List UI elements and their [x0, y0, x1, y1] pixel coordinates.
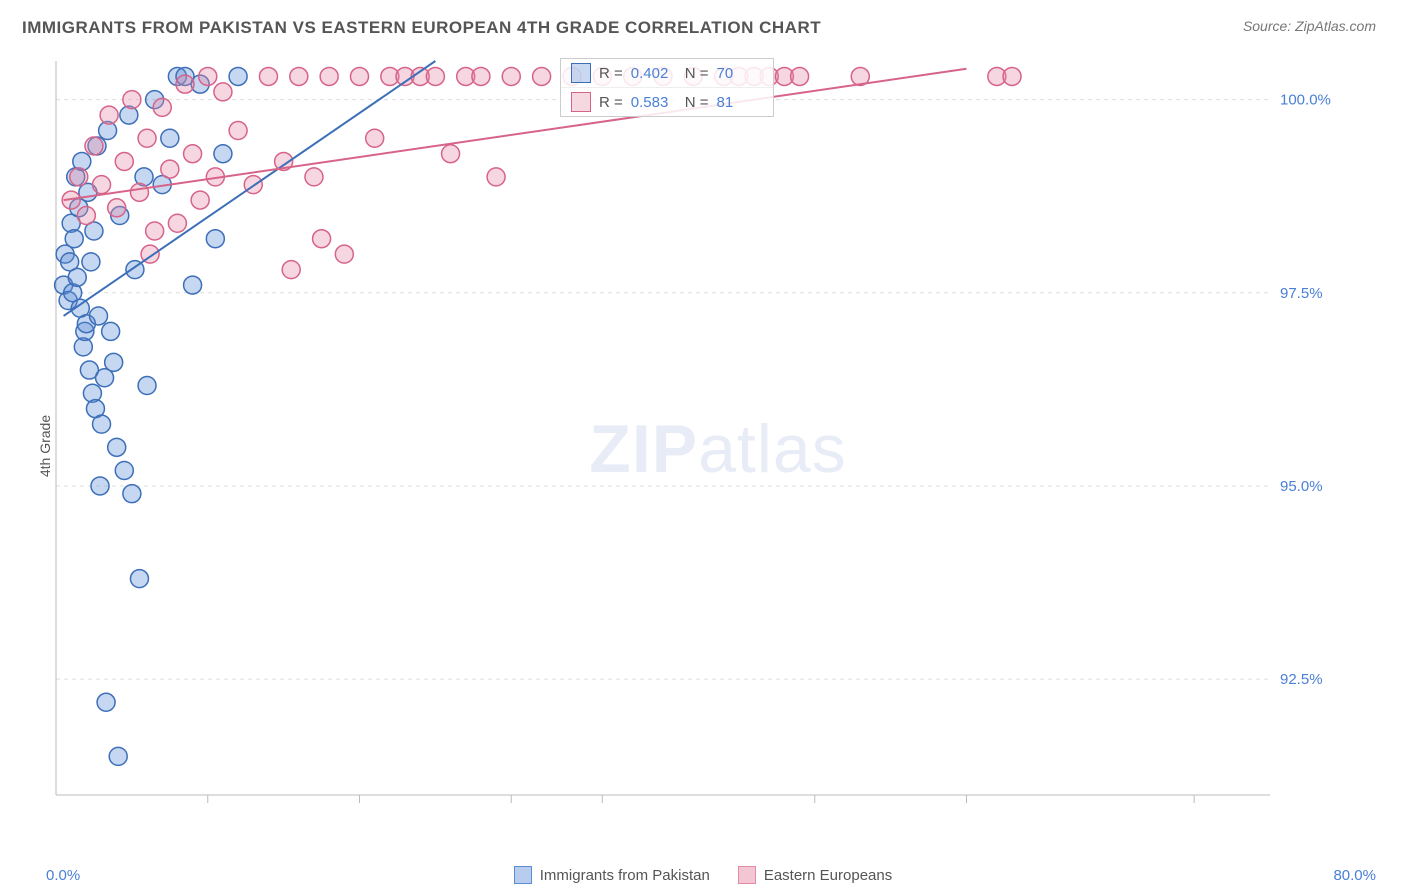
- chart-title: IMMIGRANTS FROM PAKISTAN VS EASTERN EURO…: [22, 18, 821, 38]
- data-point: [305, 168, 323, 186]
- n-value: 70: [717, 65, 763, 82]
- data-point: [109, 747, 127, 765]
- r-value: 0.583: [631, 94, 677, 111]
- data-point: [168, 214, 186, 232]
- data-point: [93, 415, 111, 433]
- data-point: [791, 67, 809, 85]
- data-point: [214, 83, 232, 101]
- data-point: [161, 129, 179, 147]
- data-point: [259, 67, 277, 85]
- data-point: [93, 176, 111, 194]
- data-point: [146, 222, 164, 240]
- legend-swatch: [738, 866, 756, 884]
- data-point: [282, 261, 300, 279]
- legend-label: Eastern Europeans: [764, 867, 892, 884]
- data-point: [97, 693, 115, 711]
- y-tick-label: 92.5%: [1280, 671, 1323, 688]
- n-label: N =: [685, 65, 709, 82]
- r-label: R =: [599, 94, 623, 111]
- data-point: [206, 230, 224, 248]
- data-point: [366, 129, 384, 147]
- data-point: [1003, 67, 1021, 85]
- data-point: [533, 67, 551, 85]
- r-label: R =: [599, 65, 623, 82]
- data-point: [176, 75, 194, 93]
- data-point: [290, 67, 308, 85]
- data-point: [199, 67, 217, 85]
- data-point: [191, 191, 209, 209]
- stat-row: R = 0.402 N = 70: [561, 59, 773, 88]
- data-point: [70, 168, 88, 186]
- legend: Immigrants from Pakistan Eastern European…: [0, 866, 1406, 884]
- data-point: [153, 98, 171, 116]
- data-point: [89, 307, 107, 325]
- data-point: [100, 106, 118, 124]
- data-point: [105, 353, 123, 371]
- data-point: [214, 145, 232, 163]
- data-point: [115, 461, 133, 479]
- legend-label: Immigrants from Pakistan: [540, 867, 710, 884]
- data-point: [335, 245, 353, 263]
- correlation-stats-box: R = 0.402 N = 70 R = 0.583 N = 81: [560, 58, 774, 117]
- data-point: [161, 160, 179, 178]
- data-point: [442, 145, 460, 163]
- data-point: [229, 122, 247, 140]
- r-value: 0.402: [631, 65, 677, 82]
- data-point: [123, 91, 141, 109]
- chart-area: ZIPatlas 92.5%95.0%97.5%100.0%: [50, 55, 1386, 842]
- n-label: N =: [685, 94, 709, 111]
- scatter-chart: 92.5% 95.0% 97.5% 100.0%: [50, 55, 1340, 815]
- data-point: [115, 152, 133, 170]
- data-point: [426, 67, 444, 85]
- legend-item: Immigrants from Pakistan: [514, 866, 710, 884]
- y-tick-label: 100.0%: [1280, 92, 1331, 109]
- data-point: [184, 145, 202, 163]
- y-tick-label: 97.5%: [1280, 285, 1323, 302]
- data-point: [138, 129, 156, 147]
- data-point: [85, 137, 103, 155]
- data-point: [472, 67, 490, 85]
- data-point: [320, 67, 338, 85]
- data-point: [130, 183, 148, 201]
- data-point: [65, 230, 83, 248]
- data-point: [313, 230, 331, 248]
- stat-row: R = 0.583 N = 81: [561, 88, 773, 116]
- data-point: [102, 322, 120, 340]
- source-attribution: Source: ZipAtlas.com: [1243, 18, 1376, 34]
- legend-item: Eastern Europeans: [738, 866, 892, 884]
- data-point: [502, 67, 520, 85]
- data-point: [138, 377, 156, 395]
- n-value: 81: [717, 94, 763, 111]
- series-swatch: [571, 92, 591, 112]
- data-point: [184, 276, 202, 294]
- data-point: [487, 168, 505, 186]
- data-point: [68, 268, 86, 286]
- y-tick-label: 95.0%: [1280, 478, 1323, 495]
- data-point: [82, 253, 100, 271]
- data-point: [130, 570, 148, 588]
- legend-swatch: [514, 866, 532, 884]
- data-point: [91, 477, 109, 495]
- data-point: [123, 485, 141, 503]
- data-point: [108, 199, 126, 217]
- data-point: [351, 67, 369, 85]
- data-point: [108, 438, 126, 456]
- series-swatch: [571, 63, 591, 83]
- data-point: [77, 207, 95, 225]
- data-point: [229, 67, 247, 85]
